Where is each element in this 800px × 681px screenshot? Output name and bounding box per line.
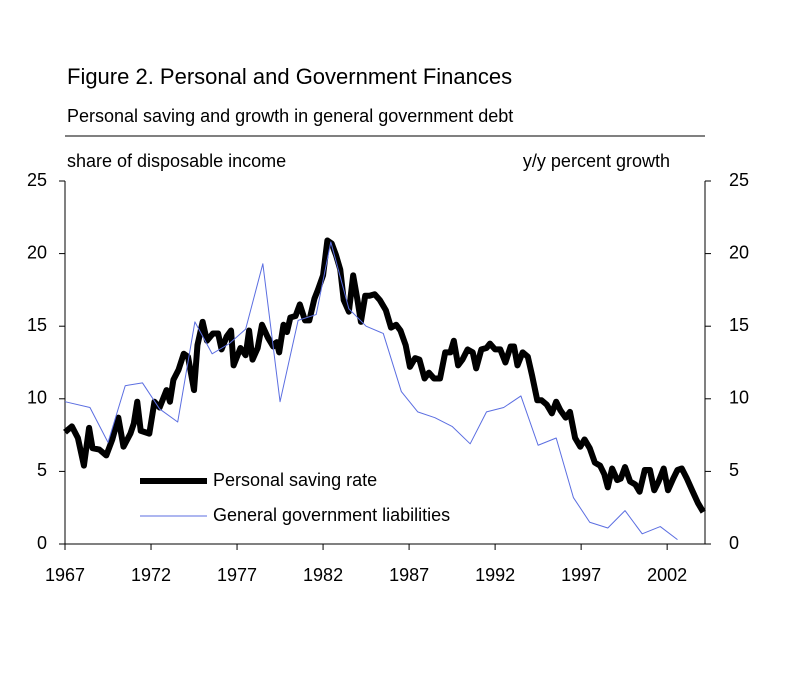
y-tick-label: 5	[37, 460, 47, 480]
x-tick-label: 2002	[647, 565, 687, 585]
y2-tick-label: 10	[729, 388, 749, 408]
x-tick-label: 1967	[45, 565, 85, 585]
y-tick-label: 10	[27, 388, 47, 408]
y2-tick-label: 15	[729, 315, 749, 335]
series-line	[63, 237, 706, 514]
y2-axis-label: y/y percent growth	[523, 151, 670, 171]
y2-tick-label: 0	[729, 533, 739, 553]
legend-label: General government liabilities	[213, 505, 450, 525]
y2-tick-label: 5	[729, 460, 739, 480]
y-axis-label: share of disposable income	[67, 151, 286, 171]
x-tick-label: 1982	[303, 565, 343, 585]
x-tick-label: 1972	[131, 565, 171, 585]
y2-tick-label: 20	[729, 242, 749, 262]
legend-label: Personal saving rate	[213, 470, 377, 490]
chart-subtitle: Personal saving and growth in general go…	[67, 106, 513, 126]
x-tick-label: 1977	[217, 565, 257, 585]
y2-tick-label: 25	[729, 170, 749, 190]
x-tick-label: 1987	[389, 565, 429, 585]
chart-title: Figure 2. Personal and Government Financ…	[67, 64, 512, 89]
x-tick-label: 1997	[561, 565, 601, 585]
x-tick-label: 1992	[475, 565, 515, 585]
y-tick-label: 15	[27, 315, 47, 335]
y-tick-label: 20	[27, 242, 47, 262]
series-line	[64, 241, 678, 541]
y-tick-label: 25	[27, 170, 47, 190]
y-tick-label: 0	[37, 533, 47, 553]
